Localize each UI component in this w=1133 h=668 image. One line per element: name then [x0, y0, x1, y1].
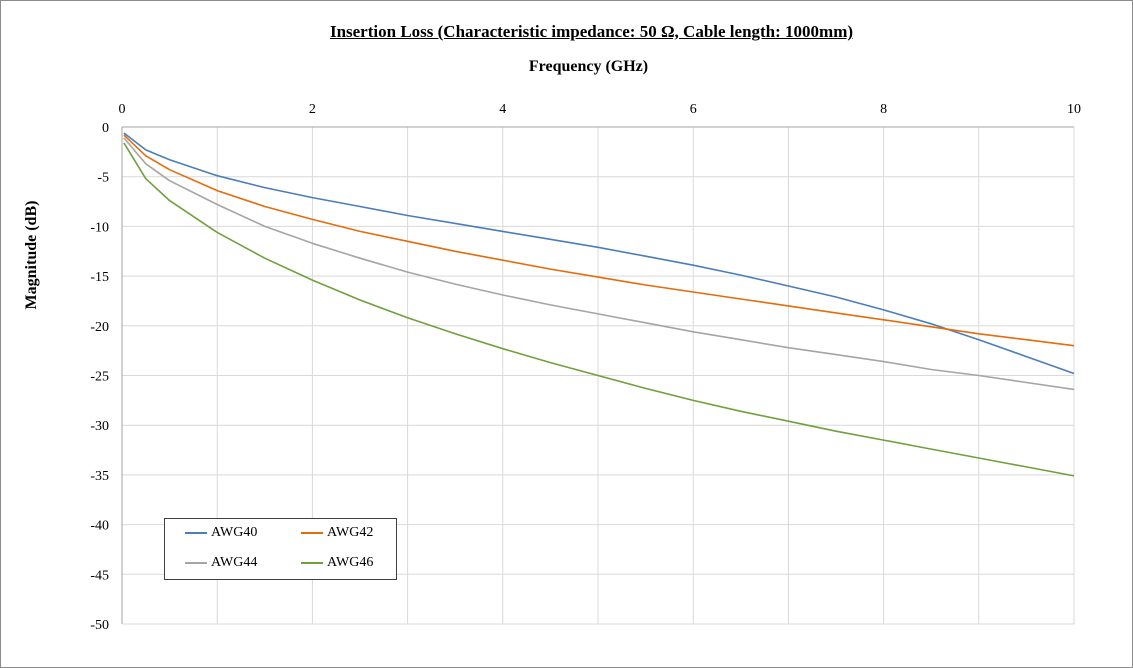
series-line-awg42: [123, 134, 1075, 347]
y-tick-label: -20: [90, 320, 109, 335]
legend: AWG40 AWG42 AWG44 AWG46: [164, 518, 397, 580]
x-tick-label: 2: [309, 102, 316, 117]
y-tick-label: -25: [90, 370, 109, 385]
legend-label-awg44: AWG44: [211, 555, 258, 570]
legend-swatch-awg46: [301, 562, 323, 564]
y-tick-label: -35: [90, 469, 109, 484]
y-tick-label: 0: [102, 121, 109, 136]
chart-title: Insertion Loss (Characteristic impedance…: [329, 22, 854, 41]
x-axis-label: Frequency (GHz): [528, 58, 649, 75]
y-tick-label: -30: [90, 419, 109, 434]
y-tick-label: -5: [97, 171, 109, 186]
y-tick-label: -45: [90, 568, 109, 583]
x-tick-label: 10: [1067, 102, 1081, 117]
legend-label-awg42: AWG42: [327, 525, 374, 540]
legend-item-awg40: AWG40: [185, 525, 257, 541]
legend-item-awg44: AWG44: [185, 555, 257, 571]
series-line-awg46: [123, 142, 1075, 477]
legend-swatch-awg44: [185, 562, 207, 564]
legend-label-awg46: AWG46: [327, 555, 374, 570]
legend-item-awg46: AWG46: [301, 555, 373, 571]
y-tick-label: -10: [90, 220, 109, 235]
y-tick-label: -50: [90, 618, 109, 633]
y-tick-label: -40: [90, 519, 109, 534]
x-tick-label: 0: [119, 102, 126, 117]
series-line-awg40: [123, 132, 1075, 375]
x-tick-label: 8: [880, 102, 887, 117]
x-tick-label: 6: [690, 102, 697, 117]
y-tick-label: -15: [90, 270, 109, 285]
legend-item-awg42: AWG42: [301, 525, 373, 541]
series-line-awg44: [123, 137, 1075, 391]
legend-swatch-awg40: [185, 532, 207, 534]
legend-label-awg40: AWG40: [211, 525, 258, 540]
legend-swatch-awg42: [301, 532, 323, 534]
x-tick-label: 4: [499, 102, 506, 117]
